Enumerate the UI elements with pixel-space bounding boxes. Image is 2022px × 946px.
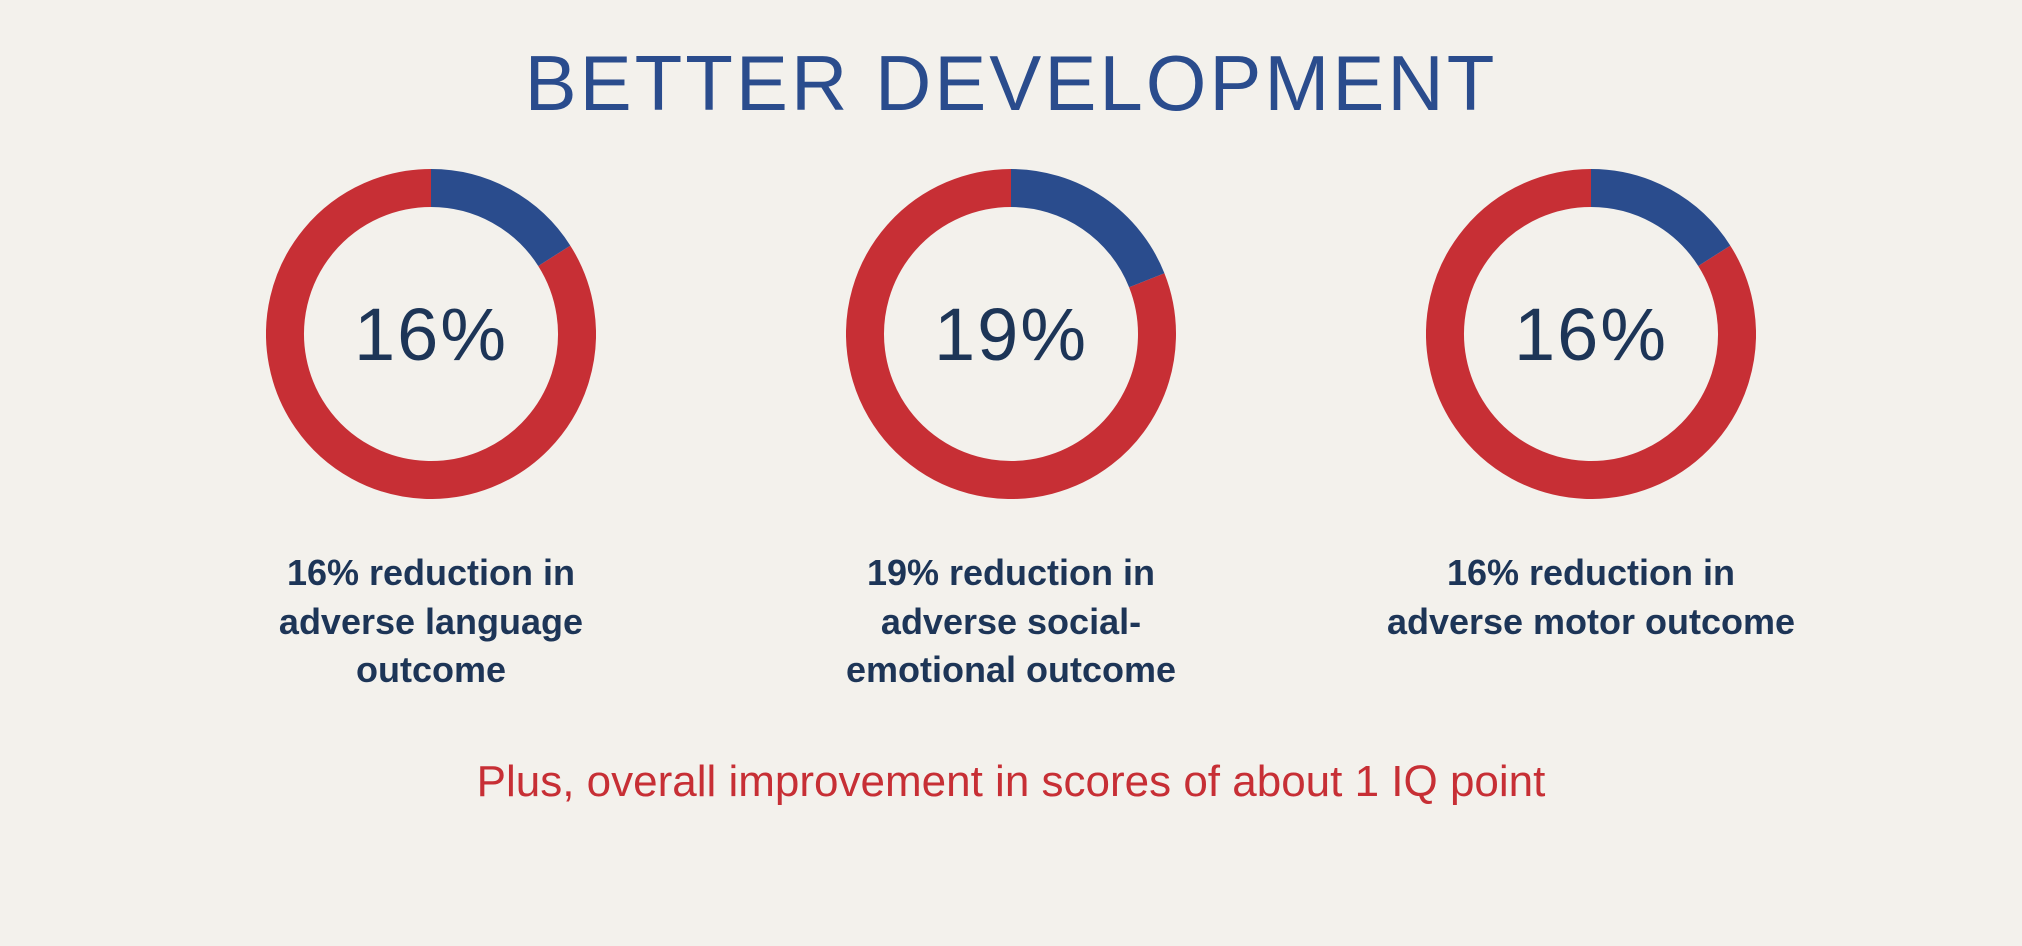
donut-chart-0: 16% bbox=[266, 169, 596, 499]
donut-value-1: 19% bbox=[846, 169, 1176, 499]
page-title: BETTER DEVELOPMENT bbox=[525, 38, 1498, 129]
donut-chart-2: 16% bbox=[1426, 169, 1756, 499]
donut-value-2: 16% bbox=[1426, 169, 1756, 499]
footer-text: Plus, overall improvement in scores of a… bbox=[477, 757, 1546, 807]
donut-chart-1: 19% bbox=[846, 169, 1176, 499]
charts-row: 16% 16% reduction in adverse language ou… bbox=[0, 169, 2022, 695]
donut-block-1: 19% 19% reduction in adverse social-emot… bbox=[796, 169, 1226, 695]
donut-caption-0: 16% reduction in adverse language outcom… bbox=[216, 549, 646, 695]
donut-caption-2: 16% reduction in adverse motor outcome bbox=[1376, 549, 1806, 646]
donut-value-0: 16% bbox=[266, 169, 596, 499]
donut-caption-1: 19% reduction in adverse social-emotiona… bbox=[796, 549, 1226, 695]
donut-block-0: 16% 16% reduction in adverse language ou… bbox=[216, 169, 646, 695]
donut-block-2: 16% 16% reduction in adverse motor outco… bbox=[1376, 169, 1806, 695]
